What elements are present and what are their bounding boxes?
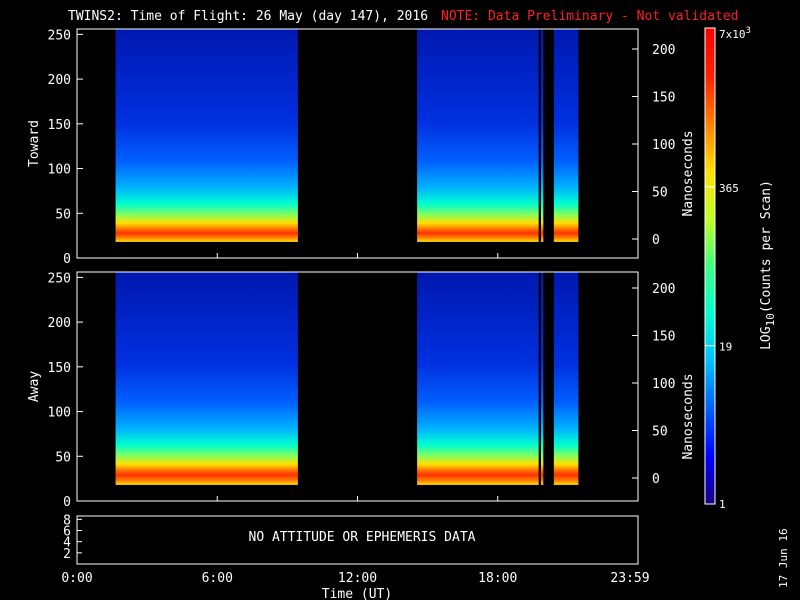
- colorbar-tick-label: 7x103: [719, 26, 751, 41]
- attitude-tick-label: 2: [63, 547, 71, 562]
- x-axis: 0:00 6:00 12:00 18:00 23:59: [61, 571, 649, 586]
- chart-title: TWINS2: Time of Flight: 26 May (day 147)…: [68, 9, 428, 24]
- y-tick-label: 200: [48, 73, 71, 88]
- colorbar: 1 19 365 7x103 LOG10(Counts per Scan): [704, 26, 777, 511]
- attitude-tick-label: 6: [63, 525, 71, 540]
- spectrogram-block: [540, 272, 544, 485]
- y-right-tick-label: 200: [652, 43, 675, 58]
- x-tick-label: 0:00: [61, 571, 92, 586]
- y-tick-label: 0: [63, 495, 71, 510]
- y-right-tick-label: 150: [652, 91, 675, 106]
- y-tick-label: 250: [48, 28, 71, 43]
- toward-panel: 0 50 100 150 200 250 0 50 100 150 200 Toward Nanosec…: [27, 28, 696, 267]
- spectrogram-block: [553, 29, 579, 242]
- panel-ylabel-right: Nanoseconds: [681, 373, 696, 459]
- y-right-tick-label: 0: [652, 233, 660, 248]
- colorbar-ticks: 1 19 365 7x103: [705, 26, 751, 511]
- spectrogram-block: [540, 29, 544, 242]
- y-tick-label: 150: [48, 118, 71, 133]
- y-tick-label: 100: [48, 163, 71, 178]
- x-tick-label: 18:00: [478, 571, 517, 586]
- y-tick-label: 100: [48, 406, 71, 421]
- colorbar-label-pre: LOG: [759, 326, 774, 350]
- x-tick-label: 6:00: [202, 571, 233, 586]
- attitude-tick-label: 4: [63, 536, 71, 551]
- colorbar-label-sub: 10: [764, 313, 777, 326]
- data-note: NOTE: Data Preliminary - Not validated: [441, 9, 738, 24]
- away-panel: 0 50 100 150 200 250 0 50 100 150 200 Away Nanosecon…: [27, 271, 696, 510]
- x-axis-label: Time (UT): [322, 587, 392, 600]
- attitude-tick-label: 8: [63, 513, 71, 528]
- panel-ylabel: Toward: [27, 120, 42, 167]
- y-tick-label: 200: [48, 316, 71, 331]
- y-right-tick-label: 200: [652, 282, 675, 297]
- date-stamp: 17 Jun 16: [777, 528, 790, 588]
- colorbar-label: LOG10(Counts per Scan): [759, 180, 777, 350]
- x-tick-label: 12:00: [338, 571, 377, 586]
- y-tick-label: 250: [48, 271, 71, 286]
- y-right-tick-label: 0: [652, 472, 660, 487]
- x-tick-label: 23:59: [610, 571, 649, 586]
- colorbar-bar: [704, 27, 716, 505]
- attitude-frame: [76, 515, 639, 565]
- spectrogram-block: [115, 272, 298, 485]
- attitude-message: NO ATTITUDE OR EPHEMERIS DATA: [249, 530, 476, 545]
- y-right-tick-label: 100: [652, 138, 675, 153]
- y-right-tick-label: 150: [652, 330, 675, 345]
- panel-ylabel-right: Nanoseconds: [681, 130, 696, 216]
- y-right-tick-label: 50: [652, 425, 668, 440]
- colorbar-tick-label: 1: [719, 498, 726, 511]
- y-tick-label: 0: [63, 252, 71, 267]
- y-tick-label: 150: [48, 361, 71, 376]
- spectrogram-block: [417, 29, 539, 242]
- y-right-tick-label: 100: [652, 377, 675, 392]
- spectrogram-block: [115, 29, 298, 242]
- y-right-tick-label: 50: [652, 186, 668, 201]
- panel-ylabel: Away: [27, 371, 42, 402]
- colorbar-label-post: (Counts per Scan): [759, 180, 774, 313]
- spectrogram-block: [417, 272, 539, 485]
- colorbar-tick-label: 19: [719, 341, 732, 354]
- y-tick-label: 50: [55, 207, 71, 222]
- y-tick-label: 50: [55, 450, 71, 465]
- spectrogram-block: [553, 272, 579, 485]
- colorbar-tick-label: 365: [719, 182, 739, 195]
